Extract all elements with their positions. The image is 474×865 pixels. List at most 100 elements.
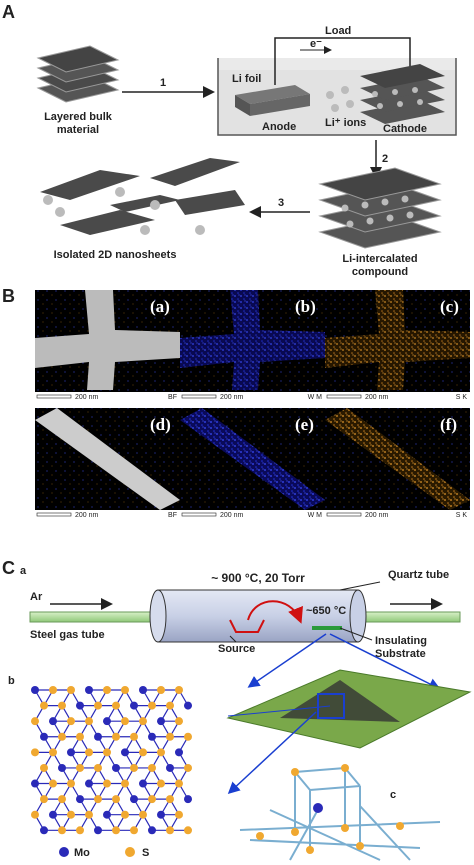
furnace <box>339 627 373 641</box>
cathode-label: Cathode <box>383 123 427 135</box>
cell <box>326 86 423 112</box>
atom <box>166 826 174 835</box>
intercalated-label: compound <box>352 266 408 278</box>
unit-cell <box>294 767 361 850</box>
unit-cell <box>356 842 364 850</box>
furnace <box>29 611 161 623</box>
atom <box>85 779 93 788</box>
quartz-label: Quartz tube <box>388 569 449 581</box>
atom <box>94 763 102 772</box>
atom <box>121 779 129 788</box>
substrate-sheet <box>227 711 317 795</box>
nanosheets <box>55 207 65 217</box>
image-tag: (d) <box>150 415 171 434</box>
nanosheets <box>40 170 140 200</box>
image-tag: (a) <box>150 297 170 316</box>
atom <box>175 810 183 819</box>
nanosheets <box>150 200 160 210</box>
atom <box>184 795 192 804</box>
nanosheets <box>43 195 53 205</box>
intercalated-stack <box>341 204 349 212</box>
cell <box>417 99 423 105</box>
atom <box>58 701 66 710</box>
nanosheets-label: Isolated 2D nanosheets <box>54 249 177 261</box>
ar-label: Ar <box>30 591 43 603</box>
cell <box>341 86 349 94</box>
step-label: 2 <box>382 153 388 165</box>
unit-cell <box>341 764 349 772</box>
intercalated-stack <box>361 201 369 209</box>
scale-label: 200 nm <box>75 394 99 401</box>
atom <box>76 795 84 804</box>
atom <box>184 732 192 741</box>
atom <box>94 795 102 804</box>
furnace <box>229 635 237 643</box>
substrate-sheet <box>280 680 400 722</box>
bulk-stack <box>36 45 120 73</box>
cell <box>377 103 383 109</box>
intercalated-stack <box>406 211 414 219</box>
atom <box>103 810 111 819</box>
bulk-stack <box>36 45 120 103</box>
atom <box>58 732 66 741</box>
nanostructure <box>35 408 180 510</box>
cell <box>235 85 310 104</box>
atom <box>85 686 93 694</box>
scale-bar <box>326 512 362 517</box>
scale-strip <box>35 510 180 520</box>
atom <box>85 810 93 819</box>
atom <box>166 795 174 804</box>
atom <box>76 701 84 710</box>
nanosheets <box>195 225 205 235</box>
scale-strip <box>180 510 325 520</box>
sub-label: c <box>390 789 396 801</box>
atom <box>76 826 84 835</box>
unit-cell <box>396 822 404 830</box>
atom <box>121 686 129 694</box>
eds-maps: 200 nm BF (a) 200 nm W M (b) 200 nm S K (c) 200 n… <box>35 290 470 520</box>
atom <box>103 779 111 788</box>
intercalated-stack <box>401 195 409 203</box>
step-label: 1 <box>160 77 166 89</box>
atom <box>112 701 120 710</box>
atom <box>67 686 75 694</box>
image-tag: (f) <box>440 415 457 434</box>
signal-label: S K <box>456 394 468 401</box>
atom <box>139 717 147 726</box>
atom <box>157 810 165 819</box>
signal-label: W M <box>308 512 323 519</box>
ions-label: Li⁺ ions <box>325 117 366 129</box>
conditions-label: ~ 900 °C, 20 Torr <box>211 571 305 585</box>
atom <box>130 826 138 835</box>
furnace <box>312 626 342 630</box>
cell <box>360 64 445 88</box>
atom <box>139 748 147 757</box>
atom <box>85 748 93 757</box>
panel-label: A <box>2 2 15 22</box>
intercalated-stack <box>318 167 442 201</box>
atom <box>112 826 120 835</box>
atom <box>166 732 174 741</box>
unit-cell <box>306 846 314 854</box>
atom <box>49 717 57 726</box>
substrate-sheet <box>226 669 472 795</box>
atom <box>130 795 138 804</box>
atom <box>112 732 120 741</box>
atom <box>148 701 156 710</box>
nanosheets <box>60 210 155 235</box>
atom <box>76 732 84 741</box>
load-label: Load <box>325 25 351 37</box>
furnace <box>229 619 265 633</box>
atom <box>103 686 111 694</box>
furnace <box>247 633 327 688</box>
scale-label: 200 nm <box>365 512 389 519</box>
cell <box>412 87 418 93</box>
panel-a: A Layered bulk material 1 Load e⁻ Li foi… <box>2 2 457 278</box>
panel-b: B 200 nm BF(a)200 nm W M(b)200 nm S K(c)200… <box>2 286 470 520</box>
atom <box>67 810 75 819</box>
atom <box>148 732 156 741</box>
electron-label: e⁻ <box>310 38 322 50</box>
signal-label: BF <box>168 394 177 401</box>
atom <box>31 779 39 788</box>
unit-cell <box>239 805 441 861</box>
